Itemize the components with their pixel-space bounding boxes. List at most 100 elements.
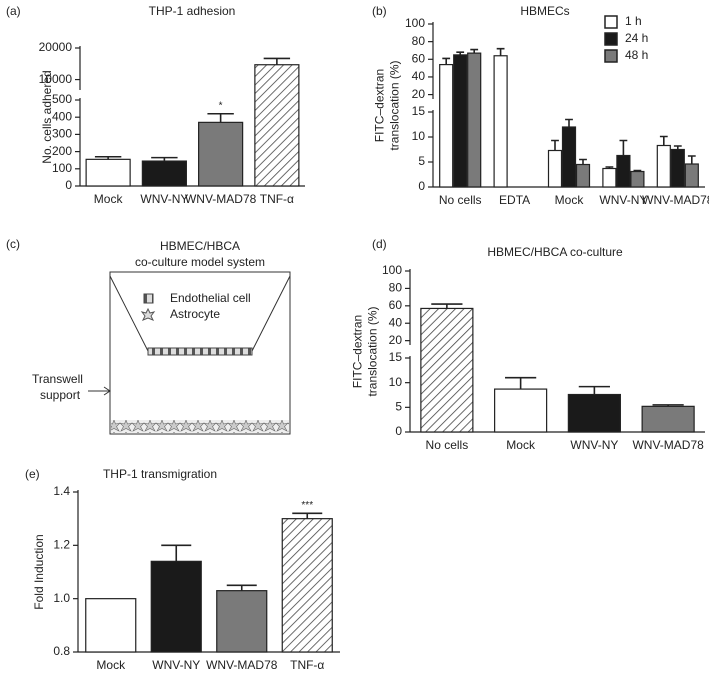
legend-swatch — [143, 293, 154, 304]
support-label: support — [40, 388, 81, 402]
y-tick-label: 20000 — [39, 40, 73, 54]
y-axis-label: Fold Induction — [32, 534, 46, 609]
y-tick-label: 0 — [65, 178, 72, 192]
bar — [656, 144, 671, 188]
x-tick-label: Mock — [506, 438, 536, 452]
y-tick-label: 200 — [52, 144, 72, 158]
y-tick-label: 0.8 — [53, 644, 70, 658]
legend-swatch — [604, 49, 618, 63]
panel-label: (a) — [6, 4, 21, 18]
error-bar — [226, 584, 257, 591]
bar — [641, 405, 695, 433]
y-tick-label: 5 — [395, 400, 402, 414]
bar — [630, 170, 645, 188]
diagram-title: co-culture model system — [135, 255, 265, 269]
y-axis-label: translocation (%) — [366, 306, 380, 396]
chart-title: HBMECs — [520, 4, 569, 18]
annotation: *** — [301, 500, 313, 511]
y-tick-label: 80 — [389, 281, 403, 295]
bar — [141, 160, 187, 187]
legend-label: 48 h — [625, 48, 648, 62]
y-tick-label: 40 — [412, 69, 426, 83]
error-bar — [263, 57, 291, 65]
error-bar — [470, 48, 479, 54]
error-bar — [94, 155, 122, 160]
bar — [216, 590, 268, 653]
bar — [670, 148, 685, 188]
y-tick-label: 10 — [412, 129, 426, 143]
error-bar — [292, 512, 323, 519]
error-bar — [619, 139, 628, 156]
x-tick-label: EDTA — [499, 193, 530, 207]
y-axis-label: FITC–dextran — [373, 69, 387, 142]
y-tick-label: 100 — [405, 16, 425, 30]
bar — [575, 163, 591, 188]
legend-label: 1 h — [625, 14, 642, 28]
y-tick-label: 100 — [382, 263, 402, 277]
error-bar — [652, 404, 684, 407]
error-bar — [633, 169, 642, 172]
y-tick-label: 1.4 — [53, 484, 70, 498]
x-tick-label: Mock — [96, 658, 126, 672]
x-tick-label: No cells — [426, 438, 469, 452]
y-axis-label: No. cells adhered — [40, 70, 54, 163]
panel-label: (c) — [6, 237, 20, 251]
error-bar — [565, 118, 573, 127]
bar — [85, 158, 131, 187]
error-bar — [673, 145, 682, 150]
y-axis-label: FITC–dextran — [351, 315, 365, 388]
bar — [467, 52, 482, 188]
well — [109, 271, 291, 435]
y-tick-label: 60 — [389, 298, 403, 312]
error-bar — [151, 156, 178, 162]
y-tick-label: 20 — [389, 333, 403, 347]
x-tick-label: WNV-NY — [152, 658, 200, 672]
diagram-panel: (c) HBMEC/HBCA co-culture model system E… — [6, 237, 291, 435]
diagram-title: HBMEC/HBCA — [160, 239, 240, 253]
error-bar — [207, 112, 234, 123]
legend-label: 24 h — [625, 31, 648, 45]
x-tick-label: Mock — [94, 192, 124, 206]
bar — [281, 518, 333, 653]
astrocyte-layer — [111, 420, 289, 433]
chart-title: THP-1 transmigration — [103, 467, 217, 481]
bar — [547, 149, 563, 188]
error-bar — [605, 166, 614, 169]
error-bar — [442, 57, 451, 65]
y-tick-label: 10 — [389, 375, 403, 389]
y-tick-label: 5 — [418, 154, 425, 168]
bar — [493, 55, 508, 188]
bar — [150, 560, 202, 653]
bar — [561, 126, 577, 188]
x-tick-label: WNV-NY — [599, 193, 647, 207]
error-bar — [496, 47, 505, 56]
y-tick-label: 0 — [418, 179, 425, 193]
annotation: * — [219, 100, 223, 111]
y-tick-label: 20 — [412, 87, 426, 101]
x-tick-label: WNV-MAD78 — [206, 658, 278, 672]
legend-swatch — [140, 307, 156, 321]
bar — [85, 598, 137, 653]
y-tick-label: 10000 — [39, 72, 73, 86]
bar — [420, 307, 474, 433]
y-tick-label: 80 — [412, 34, 426, 48]
legend-label: Astrocyte — [170, 307, 220, 321]
x-tick-label: TNF-α — [290, 658, 324, 672]
y-axis-label: translocation (%) — [388, 60, 402, 150]
error-bar — [659, 135, 668, 146]
y-tick-label: 60 — [412, 51, 426, 65]
bar — [684, 163, 699, 188]
error-bar — [456, 51, 465, 55]
x-tick-label: No cells — [439, 193, 482, 207]
error-bar — [578, 385, 610, 395]
error-bar — [161, 544, 192, 562]
x-tick-label: WNV-MAD78 — [632, 438, 704, 452]
error-bar — [687, 155, 696, 164]
x-tick-label: WNV-NY — [140, 192, 188, 206]
legend-swatch — [604, 15, 618, 29]
y-tick-label: 0 — [395, 424, 402, 438]
y-tick-label: 300 — [52, 127, 72, 141]
arrow-head — [103, 386, 111, 396]
chart-title: HBMEC/HBCA co-culture — [487, 245, 623, 259]
